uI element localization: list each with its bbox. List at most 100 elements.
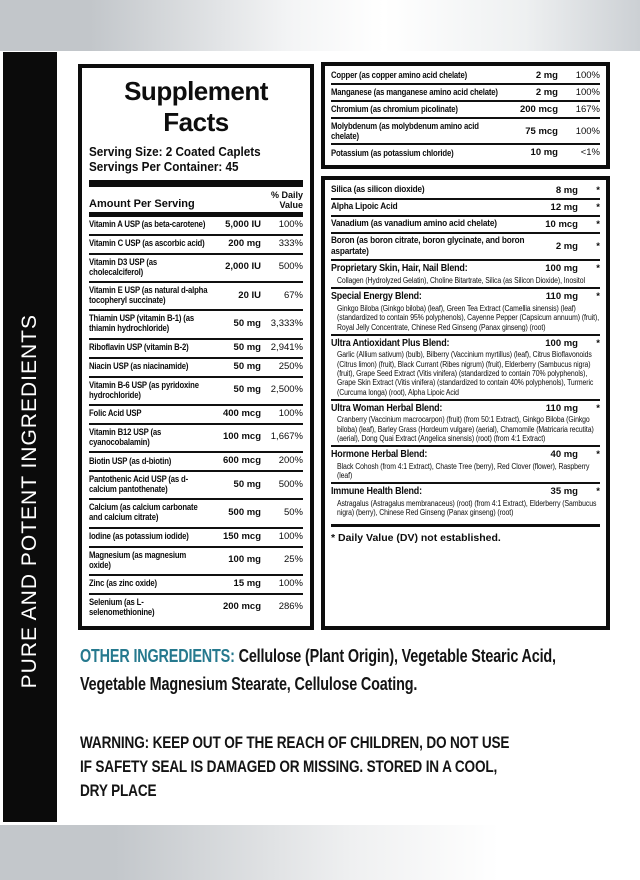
servings-per-container: Servings Per Container: 45 bbox=[89, 159, 239, 175]
ingredient-name: Thiamin USP (vitamin B-1) (as thiamin hy… bbox=[89, 313, 194, 334]
table-row: Vitamin A USP (as beta-carotene) 5,000 IU… bbox=[89, 217, 303, 234]
divider-bar bbox=[89, 179, 303, 187]
table-row: Folic Acid USP 400 mcg 100% bbox=[89, 403, 303, 423]
table-row: Zinc (as zinc oxide) 15 mg 100% bbox=[89, 573, 303, 593]
table-row: Vitamin E USP (as natural d-alpha tocoph… bbox=[89, 281, 303, 309]
ingredient-daily-value: 286% bbox=[278, 601, 303, 613]
ingredient-daily-value: 167% bbox=[575, 104, 600, 115]
ingredient-amount: 200 mcg bbox=[519, 104, 558, 115]
ingredient-daily-value: 100% bbox=[575, 125, 600, 137]
ingredient-name: Riboflavin USP (vitamin B-2) bbox=[89, 341, 189, 352]
ingredient-daily-value: 25% bbox=[283, 554, 303, 566]
ingredient-name: Vitamin A USP (as beta-carotene) bbox=[89, 219, 206, 230]
ingredient-daily-value: 1,667% bbox=[270, 431, 303, 443]
ingredient-daily-value: 100% bbox=[278, 577, 303, 589]
blend-sub-ingredients: Collagen (Hydrolyzed Gelatin), Choline B… bbox=[337, 276, 585, 286]
ingredient-name: Niacin USP (as niacinamide) bbox=[89, 361, 189, 372]
ingredient-daily-value: * bbox=[596, 202, 600, 213]
ingredient-name: Biotin USP (as d-biotin) bbox=[89, 455, 172, 466]
ingredient-name: Proprietary Skin, Hair, Nail Blend: bbox=[331, 263, 468, 275]
ingredient-amount: 2 mg bbox=[535, 87, 558, 98]
blend-sub-ingredients: Garlic (Allium sativum) (bulb), Bilberry… bbox=[337, 350, 594, 397]
ingredient-daily-value: * bbox=[596, 449, 600, 461]
top-gradient-band bbox=[0, 0, 640, 51]
ingredient-amount: 100 mg bbox=[545, 337, 578, 349]
table-row: Vitamin B12 USP (as cyanocobalamin) 100 m… bbox=[89, 422, 303, 451]
ingredient-name: Molybdenum (as molybdenum amino acid che… bbox=[331, 121, 479, 142]
blend-sub-ingredients: Cranberry (Vaccinium macrocarpon) (fruit… bbox=[337, 415, 594, 443]
daily-value-footnote: * Daily Value (DV) not established. bbox=[331, 523, 600, 546]
table-row: Vanadium (as vanadium amino acid chelate… bbox=[331, 215, 600, 232]
ingredient-daily-value: * bbox=[596, 402, 600, 414]
ingredient-daily-value: * bbox=[596, 486, 600, 498]
table-row: Vitamin D3 USP (as cholecalciferol) 2,000… bbox=[89, 252, 303, 281]
ingredient-daily-value: 100% bbox=[575, 87, 600, 98]
table-row: Immune Health Blend: 35 mg * Astragalus (As… bbox=[331, 482, 600, 519]
ingredient-amount: 50 mg bbox=[233, 360, 261, 372]
ingredient-name: Manganese (as manganese amino acid chela… bbox=[331, 87, 498, 98]
ingredient-daily-value: * bbox=[596, 337, 600, 349]
ingredient-daily-value: 100% bbox=[278, 530, 303, 542]
table-row: Selenium (as L-selenomethionine) 200 mcg 2… bbox=[89, 592, 303, 621]
ingredient-daily-value: 250% bbox=[278, 360, 303, 372]
ingredient-amount: 100 mcg bbox=[222, 431, 261, 443]
ingredient-name: Copper (as copper amino acid chelate) bbox=[331, 70, 468, 81]
ingredient-daily-value: 100% bbox=[575, 70, 600, 81]
table-header: Amount Per Serving % Daily Value bbox=[89, 187, 303, 217]
ingredient-amount: 50 mg bbox=[233, 341, 261, 353]
other-ingredients-label: OTHER INGREDIENTS: bbox=[80, 646, 235, 666]
table-row: Proprietary Skin, Hair, Nail Blend: 100 m… bbox=[331, 259, 600, 287]
ingredient-name: Boron (as boron citrate, boron glycinate… bbox=[331, 235, 525, 257]
ingredient-name: Vitamin C USP (as ascorbic acid) bbox=[89, 238, 205, 249]
ingredient-amount: 100 mg bbox=[228, 554, 261, 566]
blend-sub-ingredients: Black Cohosh (from 4:1 Extract), Chaste … bbox=[337, 461, 590, 481]
table-row: Chromium (as chromium picolinate) 200 mcg… bbox=[331, 100, 600, 117]
ingredient-amount: 110 mg bbox=[545, 402, 578, 414]
bottom-gradient-band bbox=[0, 825, 640, 880]
ingredient-amount: 500 mg bbox=[228, 506, 261, 518]
ingredient-amount: 100 mg bbox=[545, 263, 578, 275]
ingredient-daily-value: 100% bbox=[278, 218, 303, 230]
supplement-facts-panel: Supplement Facts Serving Size: 2 Coated … bbox=[78, 64, 314, 630]
table-row: Iodine (as potassium iodide) 150 mcg 100% bbox=[89, 526, 303, 546]
ingredient-amount: 110 mg bbox=[545, 291, 578, 303]
ingredient-amount: 2,000 IU bbox=[225, 261, 261, 273]
banner-text: PURE AND POTENT INGREDIENTS bbox=[18, 313, 41, 689]
ingredient-name: Vitamin B-6 USP (as pyridoxine hydrochlo… bbox=[89, 379, 199, 400]
ingredient-daily-value: * bbox=[596, 263, 600, 275]
ingredient-name: Silica (as silicon dioxide) bbox=[331, 184, 425, 196]
ingredient-daily-value: 2,500% bbox=[270, 384, 303, 396]
ingredient-amount: 75 mcg bbox=[525, 125, 558, 137]
ingredient-daily-value: 50% bbox=[283, 506, 303, 518]
other-ingredients-section: OTHER INGREDIENTS: Cellulose (Plant Orig… bbox=[80, 643, 602, 699]
ingredient-name: Selenium (as L-selenomethionine) bbox=[89, 596, 155, 617]
table-row: Hormone Herbal Blend: 40 mg * Black Cohosh … bbox=[331, 445, 600, 482]
table-row: Manganese (as manganese amino acid chela… bbox=[331, 83, 600, 100]
ingredient-amount: 35 mg bbox=[550, 486, 578, 498]
ingredient-name: Calcium (as calcium carbonate and calciu… bbox=[89, 502, 198, 523]
daily-value-header: % Daily Value bbox=[270, 189, 303, 210]
ingredient-amount: 10 mcg bbox=[545, 219, 578, 230]
ingredient-name: Pantothenic Acid USP (as d-calcium panto… bbox=[89, 474, 189, 495]
table-row: Copper (as copper amino acid chelate) 2 m… bbox=[331, 68, 600, 83]
ingredient-amount: 50 mg bbox=[233, 478, 261, 490]
ingredient-name: Special Energy Blend: bbox=[331, 291, 422, 303]
ingredient-amount: 600 mcg bbox=[222, 455, 261, 467]
table-row: Ultra Antioxidant Plus Blend: 100 mg * Garl… bbox=[331, 333, 600, 399]
ingredient-name: Ultra Antioxidant Plus Blend: bbox=[331, 337, 450, 349]
blends-panel: Silica (as silicon dioxide) 8 mg * Alpha Li… bbox=[321, 176, 610, 630]
table-row: Biotin USP (as d-biotin) 600 mcg 200% bbox=[89, 451, 303, 470]
ingredient-name: Folic Acid USP bbox=[89, 408, 142, 419]
ingredient-amount: 2 mg bbox=[555, 241, 578, 253]
mineral-rows: Copper (as copper amino acid chelate) 2 m… bbox=[331, 68, 600, 160]
table-row: Magnesium (as magnesium oxide) 100 mg 25% bbox=[89, 545, 303, 574]
ingredient-daily-value: 333% bbox=[278, 237, 303, 249]
ingredient-daily-value: 500% bbox=[278, 261, 303, 273]
table-row: Ultra Woman Herbal Blend: 110 mg * Cranberr… bbox=[331, 398, 600, 445]
table-row: Thiamin USP (vitamin B-1) (as thiamin hy… bbox=[89, 309, 303, 337]
ingredient-daily-value: * bbox=[596, 219, 600, 230]
ingredient-amount: 150 mcg bbox=[222, 530, 261, 542]
ingredient-amount: 50 mg bbox=[233, 384, 261, 396]
ingredient-daily-value: * bbox=[596, 241, 600, 253]
